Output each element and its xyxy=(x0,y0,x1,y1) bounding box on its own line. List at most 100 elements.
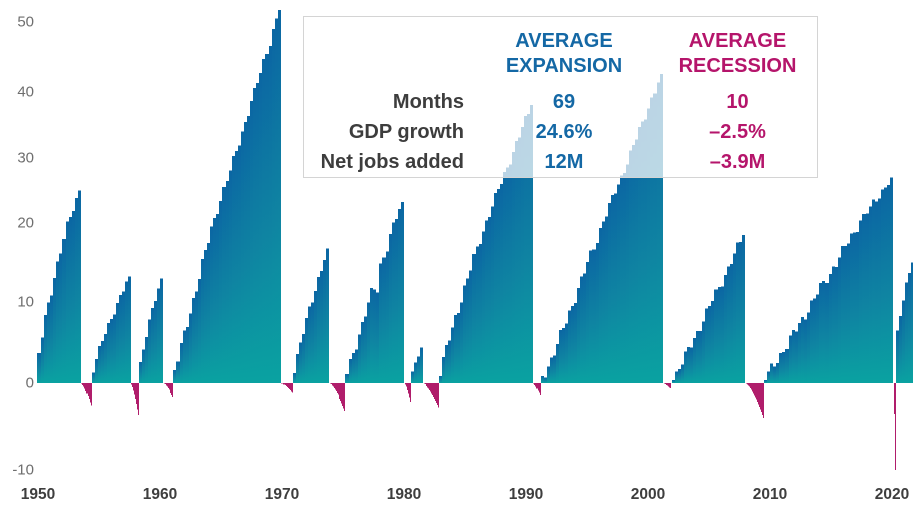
expansion-bar xyxy=(887,184,890,383)
expansion-bar xyxy=(620,175,623,383)
recession-bar xyxy=(339,383,340,399)
expansion-bar xyxy=(370,287,373,383)
expansion-bar xyxy=(37,353,41,383)
expansion-bar xyxy=(850,233,853,383)
summary-corner-cell xyxy=(304,25,464,87)
recession-bar xyxy=(169,383,170,390)
expansion-bar xyxy=(770,363,773,383)
recession-bar xyxy=(754,383,755,396)
recession-bar xyxy=(283,383,285,385)
expansion-bar xyxy=(173,370,176,383)
expansion-bar xyxy=(247,116,250,383)
expansion-bar xyxy=(183,330,186,383)
expansion-bar xyxy=(675,371,678,383)
expansion-bar xyxy=(460,302,463,383)
expansion-bar xyxy=(454,315,457,383)
expansion-bar xyxy=(853,232,856,383)
expansion-bar xyxy=(417,356,420,383)
expansion-bar xyxy=(714,289,718,383)
recession-bar xyxy=(133,383,134,391)
recession-bar xyxy=(408,383,409,394)
x-tick-1980: 1980 xyxy=(386,486,422,503)
expansion-bar xyxy=(708,305,711,383)
expansion-bar xyxy=(835,266,838,383)
expansion-bar xyxy=(379,263,382,383)
expansion-bar xyxy=(157,288,160,383)
y-tick-10: 10 xyxy=(17,293,34,311)
expansion-bar xyxy=(562,328,565,383)
expansion-bar xyxy=(530,105,533,383)
expansion-bar xyxy=(571,306,574,383)
recession-bar xyxy=(751,383,752,390)
expansion-bar xyxy=(56,261,59,383)
expansion-bar xyxy=(724,275,727,383)
expansion-bar xyxy=(859,220,862,383)
recession-bar xyxy=(410,383,411,403)
recession-bar xyxy=(285,383,286,386)
expansion-bar xyxy=(241,131,244,383)
expansion-bar xyxy=(884,187,887,383)
expansion-bar xyxy=(629,150,632,383)
expansion-bar xyxy=(727,266,730,383)
expansion-bar xyxy=(896,330,899,383)
expansion-bar xyxy=(611,195,614,383)
expansion-bar xyxy=(527,114,530,383)
expansion-bar xyxy=(250,101,253,383)
expansion-bar xyxy=(302,333,305,383)
recession-bar xyxy=(895,383,896,470)
expansion-bar xyxy=(323,260,326,383)
x-tick-2020: 2020 xyxy=(874,486,910,503)
recession-bar xyxy=(533,383,534,384)
expansion-bar xyxy=(195,291,198,383)
expansion-bar xyxy=(515,141,518,383)
recession-bar xyxy=(166,383,167,386)
expansion-bar xyxy=(189,313,192,383)
expansion-bar xyxy=(687,346,690,383)
recession-bar xyxy=(83,383,84,387)
expansion-bar xyxy=(244,122,247,384)
recession-bar xyxy=(135,383,136,399)
expansion-bar xyxy=(500,183,503,383)
y-tick-50: 50 xyxy=(17,13,34,31)
expansion-bar xyxy=(556,344,559,383)
recession-bar xyxy=(165,383,166,385)
recession-bar xyxy=(534,383,535,385)
recession-bar xyxy=(755,383,756,398)
expansion-bar xyxy=(623,173,626,383)
expansion-bar xyxy=(311,302,314,383)
expansion-bar xyxy=(485,220,488,383)
recession-bar xyxy=(664,383,665,384)
expansion-bar xyxy=(345,374,349,383)
expansion-bar xyxy=(235,151,238,383)
expansion-bar xyxy=(693,338,696,383)
recession-bar xyxy=(334,383,335,388)
expansion-bar xyxy=(479,244,482,383)
y-tick-20: 20 xyxy=(17,214,34,232)
expansion-bar xyxy=(47,302,50,383)
expansion-bar xyxy=(681,364,684,383)
expansion-bar xyxy=(139,362,142,383)
expansion-bar xyxy=(95,359,98,383)
summary-jobs-expansion: 12M xyxy=(544,150,584,173)
recession-bar xyxy=(894,383,895,414)
expansion-bar xyxy=(420,347,423,383)
expansion-bar xyxy=(219,200,222,383)
expansion-bar xyxy=(574,302,577,383)
expansion-bar xyxy=(798,323,801,383)
x-tick-1960: 1960 xyxy=(142,486,178,503)
expansion-bar xyxy=(389,234,392,383)
expansion-bar xyxy=(148,319,151,383)
recession-bar xyxy=(437,383,438,406)
expansion-bar xyxy=(785,348,789,383)
y-tick-neg10: -10 xyxy=(12,461,34,479)
y-tick-30: 30 xyxy=(17,149,34,167)
expansion-bar xyxy=(98,346,101,383)
summary-row-label-months: Months xyxy=(392,90,464,113)
expansion-bar xyxy=(382,257,386,383)
recession-bar xyxy=(340,383,341,402)
expansion-bar xyxy=(699,330,702,383)
expansion-bar xyxy=(50,295,53,383)
expansion-bar xyxy=(160,278,163,383)
recession-bar xyxy=(292,383,293,393)
recession-bar xyxy=(86,383,88,394)
